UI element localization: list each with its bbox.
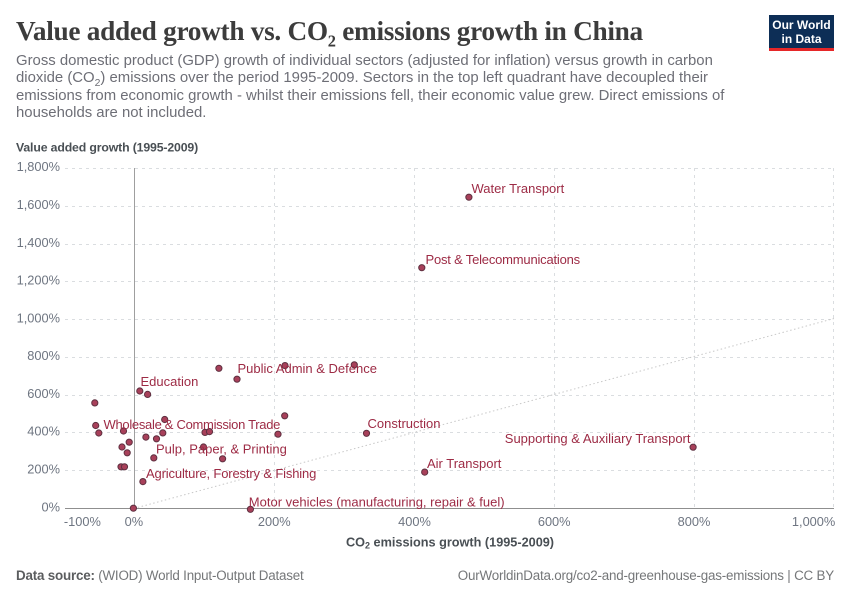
svg-text:800%: 800%: [678, 514, 711, 529]
svg-text:600%: 600%: [538, 514, 571, 529]
svg-text:1,600%: 1,600%: [17, 197, 60, 212]
svg-text:CO2 emissions growth (1995-200: CO2 emissions growth (1995-2009): [346, 536, 554, 551]
svg-text:200%: 200%: [258, 514, 291, 529]
svg-text:1,000%: 1,000%: [17, 310, 60, 325]
svg-text:1,200%: 1,200%: [17, 273, 60, 288]
svg-text:Supporting & Auxiliary Transpo: Supporting & Auxiliary Transport: [505, 431, 691, 446]
svg-text:Wholesale & Commission Trade: Wholesale & Commission Trade: [104, 417, 281, 432]
svg-text:Value added growth (1995-2009): Value added growth (1995-2009): [16, 141, 198, 155]
svg-text:1,400%: 1,400%: [17, 235, 60, 250]
svg-text:0%: 0%: [125, 514, 144, 529]
svg-text:1,800%: 1,800%: [17, 159, 60, 174]
svg-text:Agriculture, Forestry & Fishin: Agriculture, Forestry & Fishing: [146, 466, 316, 481]
svg-text:600%: 600%: [27, 386, 60, 401]
svg-text:1,000%: 1,000%: [792, 514, 835, 529]
svg-text:Public Admin & Defence: Public Admin & Defence: [238, 361, 377, 376]
svg-text:Construction: Construction: [368, 416, 441, 431]
svg-text:Water Transport: Water Transport: [472, 181, 565, 196]
svg-text:Education: Education: [141, 374, 199, 389]
svg-text:Air Transport: Air Transport: [427, 456, 502, 471]
svg-text:Post & Telecommunications: Post & Telecommunications: [426, 252, 581, 267]
svg-text:400%: 400%: [398, 514, 431, 529]
svg-text:800%: 800%: [27, 348, 60, 363]
svg-text:400%: 400%: [27, 424, 60, 439]
svg-text:Pulp, Paper, & Printing: Pulp, Paper, & Printing: [156, 442, 287, 457]
svg-text:200%: 200%: [27, 461, 60, 476]
svg-text:Motor vehicles (manufacturing,: Motor vehicles (manufacturing, repair & …: [249, 495, 505, 510]
svg-text:0%: 0%: [42, 500, 61, 515]
svg-text:-100%: -100%: [64, 514, 101, 529]
